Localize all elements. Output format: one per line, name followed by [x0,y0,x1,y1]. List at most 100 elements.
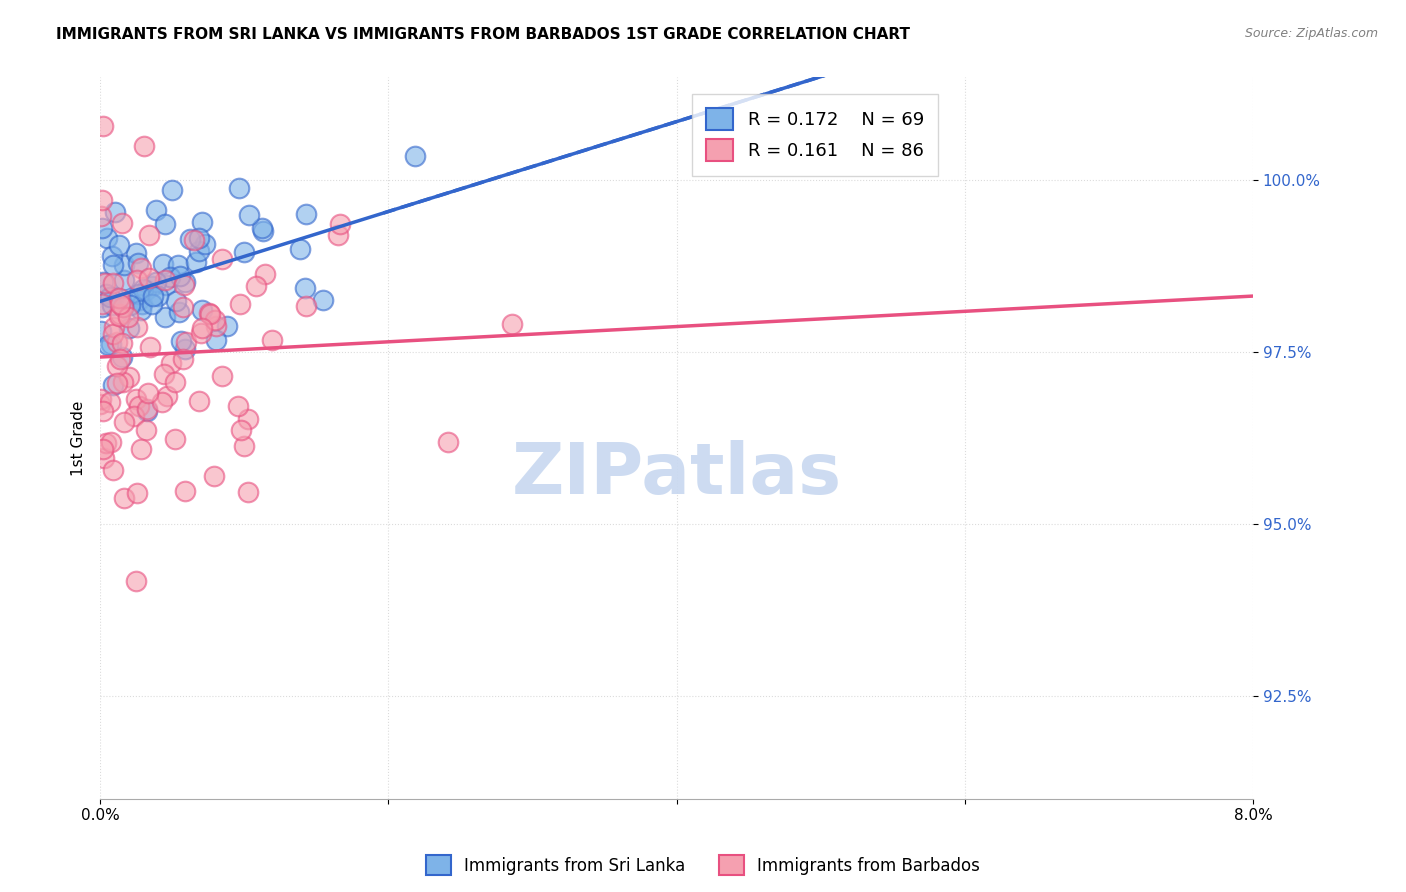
Point [141,296,163,310]
Point [155,310,177,324]
Point [211,368,233,383]
Point [190,321,212,335]
Point [329,218,352,232]
Point [156,389,179,403]
Point [101,462,124,476]
Point [108,297,131,311]
Point [174,275,197,289]
Point [160,183,183,197]
Point [294,281,316,295]
Point [91,442,114,456]
Point [252,224,274,238]
Point [125,486,148,500]
Point [159,269,181,284]
Point [105,376,128,390]
Point [101,258,124,272]
Point [91,193,114,207]
Point [90,209,112,223]
Point [108,291,131,305]
Point [96,287,118,301]
Point [312,293,335,307]
Point [100,435,122,450]
Point [107,238,129,252]
Point [90,324,112,338]
Point [112,375,135,389]
Point [260,333,283,347]
Point [167,305,190,319]
Point [191,215,214,229]
Point [125,246,148,260]
Point [146,289,169,303]
Point [179,232,201,246]
Point [288,243,311,257]
Point [101,276,124,290]
Point [190,326,212,341]
Point [153,273,176,287]
Point [194,236,217,251]
Point [117,310,139,324]
Point [229,297,252,311]
Point [104,205,127,219]
Point [173,484,195,499]
Point [129,261,152,276]
Point [135,423,157,437]
Point [198,305,221,319]
Point [98,395,121,409]
Point [238,412,260,426]
Point [94,276,117,290]
Point [129,442,152,456]
Point [112,258,135,272]
Point [125,273,148,287]
Point [188,231,211,245]
Point [118,321,141,335]
Point [169,334,191,349]
Point [111,216,134,230]
Point [245,279,267,293]
Point [141,289,163,303]
Point [100,249,122,263]
Point [105,359,128,373]
Point [191,302,214,317]
Point [186,255,208,269]
Point [90,297,112,311]
Point [135,403,157,417]
Point [295,299,318,313]
Point [112,491,135,506]
Point [188,244,211,259]
Point [91,403,114,417]
Point [125,320,148,334]
Point [118,298,141,312]
Point [141,278,163,293]
Point [172,300,194,314]
Point [183,233,205,247]
Point [93,450,115,465]
Point [91,119,114,133]
Point [152,257,174,271]
Point [89,396,111,410]
Point [114,416,136,430]
Point [110,351,132,366]
Point [231,423,253,437]
Point [160,356,183,370]
Point [155,217,177,231]
Point [145,203,167,218]
Point [98,290,121,304]
Point [204,313,226,327]
Point [122,409,145,423]
Point [202,469,225,483]
Point [166,259,188,273]
Point [125,574,148,589]
Point [501,317,523,331]
Point [90,221,112,235]
Point [128,293,150,307]
Point [188,393,211,408]
Point [437,434,460,449]
Text: Source: ZipAtlas.com: Source: ZipAtlas.com [1244,27,1378,40]
Point [135,283,157,297]
Y-axis label: 1st Grade: 1st Grade [72,401,86,475]
Point [226,399,249,413]
Point [111,300,134,314]
Point [97,338,120,352]
Point [100,336,122,351]
Point [103,290,125,304]
